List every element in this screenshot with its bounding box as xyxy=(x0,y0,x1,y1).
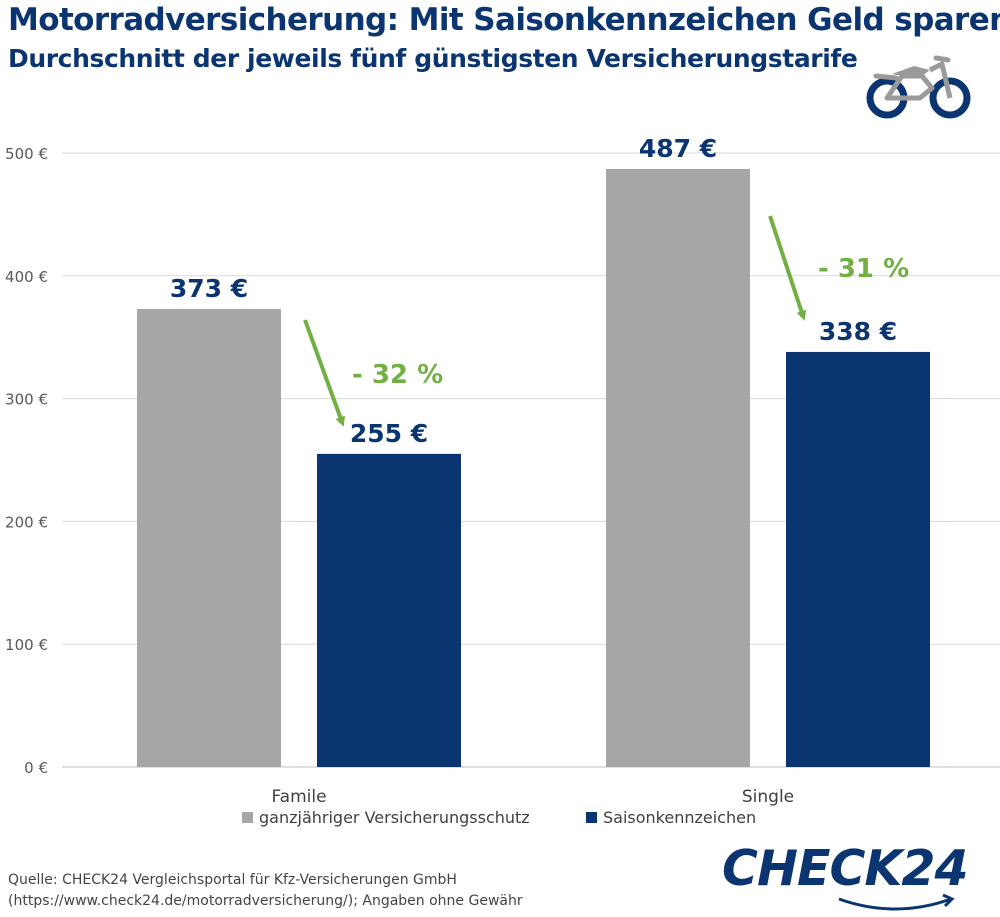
check24-logo: CHECK24 xyxy=(722,840,969,897)
source-note: Quelle: CHECK24 Vergleichsportal für Kfz… xyxy=(8,870,523,912)
source-line-2: (https://www.check24.de/motorradversiche… xyxy=(8,893,523,909)
legend-label: Saisonkennzeichen xyxy=(603,808,756,827)
y-axis-ticks: 0 € 100 € 200 € 300 € 400 € 500 € xyxy=(5,145,48,777)
change-percentage-label: - 32 % xyxy=(352,360,443,390)
change-percentage-label: - 31 % xyxy=(818,254,909,284)
category-labels: Famile Single xyxy=(271,787,794,807)
y-tick-label: 500 € xyxy=(5,145,48,163)
bar-value-label: 338 € xyxy=(819,317,897,346)
change-arrow-icon xyxy=(768,215,807,321)
bar-chart: 0 € 100 € 200 € 300 € 400 € 500 € 373 € 487 € 2… xyxy=(5,134,1000,827)
bar xyxy=(137,308,281,767)
bar-value-label: 487 € xyxy=(639,134,717,163)
bar xyxy=(786,351,930,767)
y-tick-label: 400 € xyxy=(5,268,48,286)
legend: ganzjähriger Versicherungsschutz Saisonke… xyxy=(242,808,756,827)
chart-subtitle: Durchschnitt der jeweils fünf günstigste… xyxy=(8,44,858,73)
motorcycle-icon xyxy=(866,55,971,119)
logo-swoosh-icon xyxy=(838,893,955,911)
bar-value-label: 373 € xyxy=(170,274,248,303)
change-arrows: - 32 % - 31 % xyxy=(303,215,909,427)
category-label: Single xyxy=(742,787,794,807)
source-line-1: Quelle: CHECK24 Vergleichsportal für Kfz… xyxy=(8,872,457,888)
y-tick-label: 200 € xyxy=(5,513,48,531)
data-labels: 373 € 487 € 255 € 338 € xyxy=(170,134,897,448)
legend-label: ganzjähriger Versicherungsschutz xyxy=(259,808,530,827)
chart-title: Motorradversicherung: Mit Saisonkennzeic… xyxy=(8,2,1000,38)
y-tick-label: 100 € xyxy=(5,636,48,654)
bars xyxy=(137,168,930,768)
bar-value-label: 255 € xyxy=(350,419,428,448)
y-tick-label: 0 € xyxy=(24,759,48,777)
bar xyxy=(606,168,750,768)
category-label: Famile xyxy=(271,787,326,807)
legend-swatch xyxy=(586,812,597,823)
bar xyxy=(317,453,461,767)
change-arrow-icon xyxy=(303,319,345,427)
y-tick-label: 300 € xyxy=(5,391,48,409)
legend-swatch xyxy=(242,812,253,823)
